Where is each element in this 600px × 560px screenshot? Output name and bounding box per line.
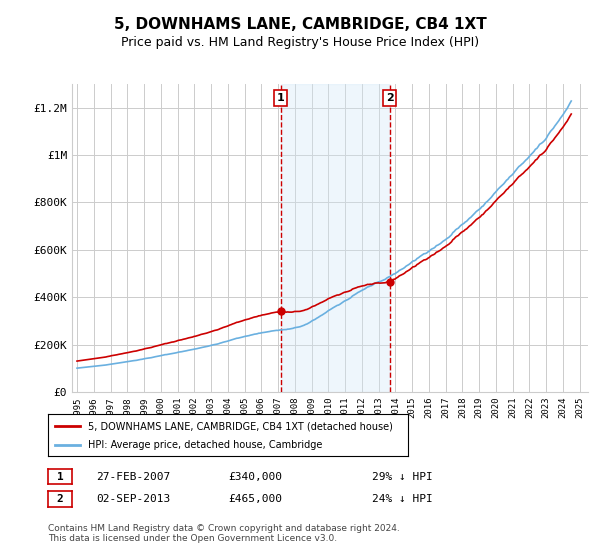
Text: 02-SEP-2013: 02-SEP-2013 (96, 494, 170, 504)
Text: 27-FEB-2007: 27-FEB-2007 (96, 472, 170, 482)
Text: £340,000: £340,000 (228, 472, 282, 482)
Bar (281, 84, 390, 392)
Text: HPI: Average price, detached house, Cambridge: HPI: Average price, detached house, Camb… (88, 440, 322, 450)
Text: 2: 2 (386, 93, 394, 103)
Text: Price paid vs. HM Land Registry's House Price Index (HPI): Price paid vs. HM Land Registry's House … (121, 36, 479, 49)
Text: 5, DOWNHAMS LANE, CAMBRIDGE, CB4 1XT (detached house): 5, DOWNHAMS LANE, CAMBRIDGE, CB4 1XT (de… (88, 421, 392, 431)
Text: 24% ↓ HPI: 24% ↓ HPI (372, 494, 433, 504)
Text: £465,000: £465,000 (228, 494, 282, 504)
Text: 5, DOWNHAMS LANE, CAMBRIDGE, CB4 1XT: 5, DOWNHAMS LANE, CAMBRIDGE, CB4 1XT (113, 17, 487, 32)
Text: 1: 1 (56, 472, 64, 482)
Text: Contains HM Land Registry data © Crown copyright and database right 2024.
This d: Contains HM Land Registry data © Crown c… (48, 524, 400, 543)
Text: 1: 1 (277, 93, 284, 103)
Text: 2: 2 (56, 494, 64, 504)
Text: 29% ↓ HPI: 29% ↓ HPI (372, 472, 433, 482)
